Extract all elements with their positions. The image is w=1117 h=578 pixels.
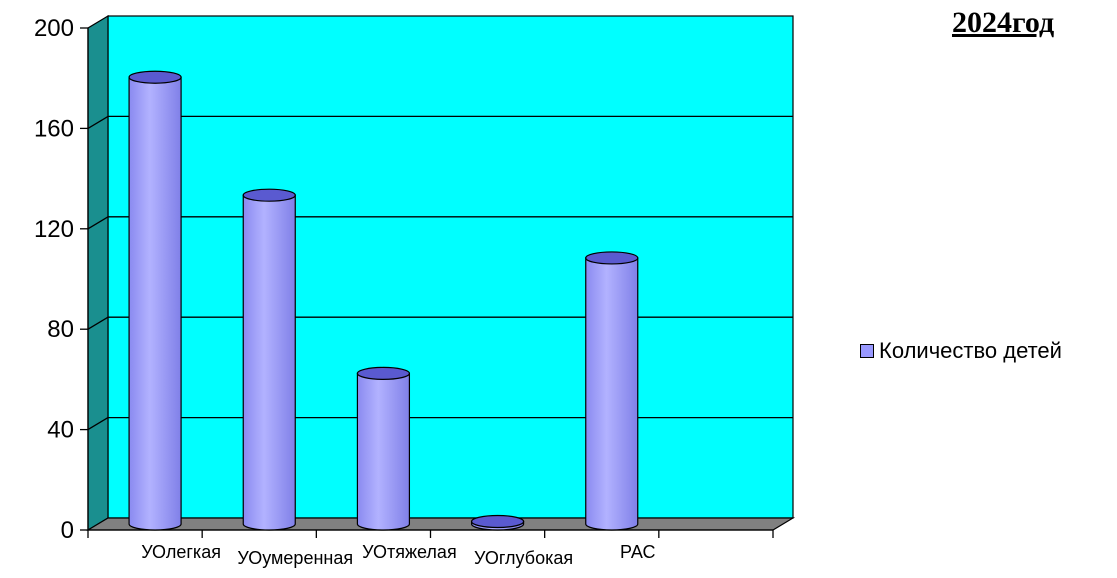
gridline-side bbox=[87, 417, 109, 431]
bar bbox=[585, 251, 639, 531]
legend-swatch bbox=[860, 344, 874, 358]
chart-walls bbox=[85, 14, 796, 532]
legend-label: Количество детей bbox=[879, 338, 1062, 363]
bar-top bbox=[242, 188, 296, 202]
y-tick-label: 0 bbox=[61, 517, 74, 544]
gridlines bbox=[87, 115, 793, 431]
bar-top bbox=[585, 251, 639, 265]
bar bbox=[356, 366, 411, 531]
bar bbox=[470, 514, 525, 531]
bar-body bbox=[242, 194, 296, 531]
y-tick-label: 200 bbox=[34, 15, 74, 42]
bar-body bbox=[356, 372, 411, 531]
bar-top bbox=[128, 70, 182, 84]
x-tick-label: УОумеренная bbox=[237, 548, 353, 568]
floor bbox=[85, 517, 796, 531]
y-axis-ticks: 0 40 80 120 160 200 bbox=[34, 15, 74, 544]
y-tick-label: 80 bbox=[47, 316, 74, 343]
legend: Количество детей bbox=[860, 338, 1062, 364]
y-tick-label: 160 bbox=[34, 115, 74, 142]
bar-top bbox=[356, 366, 411, 380]
y-tick-label: 120 bbox=[34, 216, 74, 243]
bar-top bbox=[470, 514, 525, 529]
gridline-side bbox=[87, 316, 109, 330]
back-wall bbox=[107, 15, 794, 519]
x-tick-label: УОглубокая bbox=[474, 548, 573, 568]
y-tick-label: 40 bbox=[47, 417, 74, 444]
bar-body bbox=[128, 76, 182, 531]
gridline-side bbox=[87, 115, 109, 129]
x-tick-label: РАС bbox=[620, 542, 655, 562]
bar bbox=[242, 188, 296, 531]
bars bbox=[128, 70, 639, 531]
chart-title: 2024год bbox=[952, 6, 1055, 39]
x-axis-labels: УОлегкая УОумеренная УОтяжелая УОглубокая РА… bbox=[141, 542, 655, 568]
x-tick-label: УОлегкая bbox=[141, 542, 221, 562]
gridline-side bbox=[87, 216, 109, 230]
bar-body bbox=[585, 257, 639, 531]
side-wall bbox=[87, 14, 109, 532]
bar bbox=[128, 70, 182, 531]
axes bbox=[80, 27, 774, 538]
x-tick-label: УОтяжелая bbox=[362, 542, 457, 562]
